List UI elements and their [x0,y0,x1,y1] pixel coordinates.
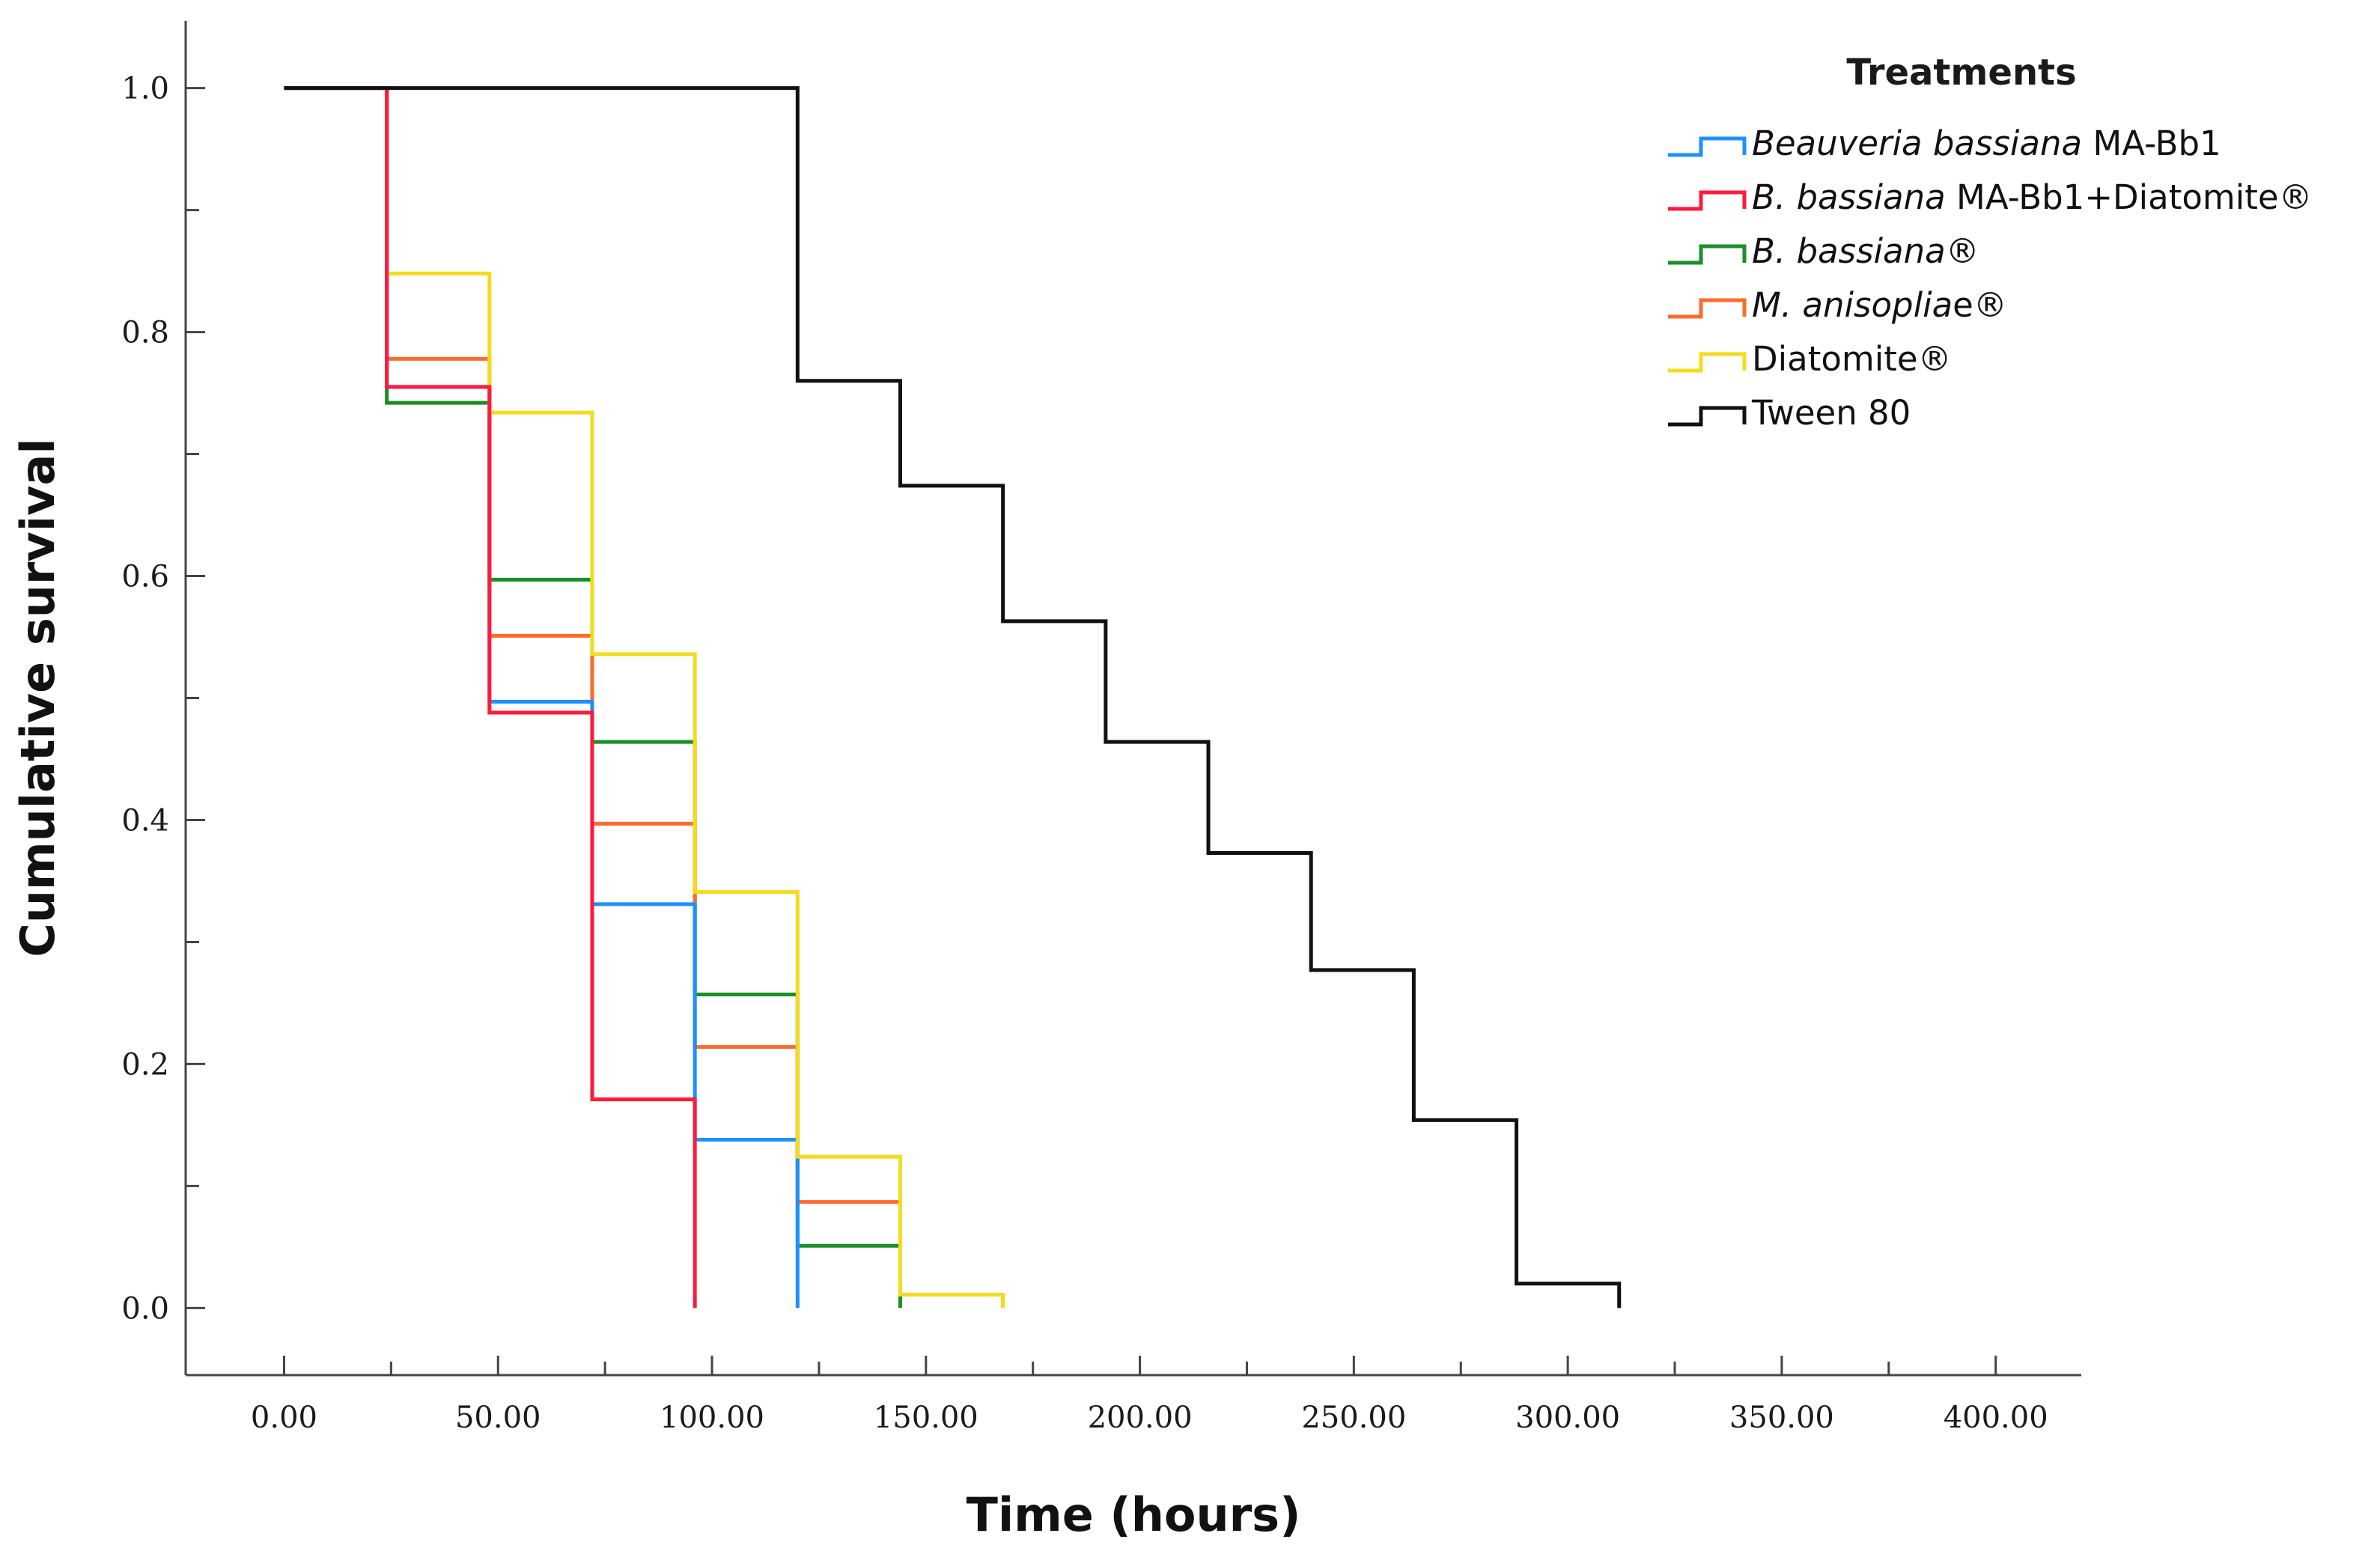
legend-swatch-diatomite [1668,352,1747,373]
y-tick-label: 0.6 [121,560,169,594]
x-tick-label: 250.00 [1301,1401,1406,1435]
legend-title: Treatments [1846,52,2076,94]
series-line-diatomite [284,86,1005,1308]
legend-label-tween-80: Tween 80 [1751,393,1911,433]
y-tick-label: 0.8 [121,316,169,350]
legend-entries: Beauveria bassiana MA-Bb1 B. bassiana MA-… [1668,124,2313,433]
x-tick-label: 0.00 [251,1401,317,1435]
legend-label-b-bassiana-ma-bb1-diatomite: B. bassiana MA-Bb1+Diatomite® [1752,177,2313,217]
legend-swatch-b-bassiana-ma-bb1-diatomite [1668,190,1747,211]
y-tick-label: 0.2 [121,1047,169,1082]
series-line-beauveria-bassiana-ma-bb1 [284,86,800,1308]
y-tick-label: 1.0 [121,72,169,106]
x-axis-title: Time (hours) [967,1487,1301,1542]
x-ticks [282,1356,1997,1375]
y-axis: 0.0 0.2 0.4 0.6 0.8 1.0 Cumulative survival [10,21,205,1375]
y-axis-title: Cumulative survival [10,438,65,957]
x-tick-label: 50.00 [455,1401,541,1435]
x-tick-label: 300.00 [1515,1401,1620,1435]
legend-label-beauveria-bassiana-ma-bb1: Beauveria bassiana MA-Bb1 [1752,124,2221,163]
series-line-m-anisopliae [284,86,1005,1308]
x-tick-label: 150.00 [874,1401,979,1435]
plot-series [284,86,1622,1308]
x-tick-label: 100.00 [660,1401,764,1435]
y-tick-label: 0.0 [121,1291,169,1326]
x-tick-label: 400.00 [1944,1401,2048,1435]
x-tick-label: 200.00 [1088,1401,1193,1435]
series-line-b-bassiana-ma-bb1-diatomite [284,86,697,1308]
legend-swatch-m-anisopliae [1668,298,1747,319]
series-line-tween-80 [284,86,1622,1308]
y-tick-label: 0.4 [121,803,169,838]
legend-label-diatomite: Diatomite® [1752,339,1952,379]
legend-swatch-beauveria-bassiana-ma-bb1 [1668,136,1747,157]
legend-swatch-tween-80 [1668,406,1747,427]
y-ticks [186,87,205,1309]
legend-swatch-b-bassiana [1668,244,1747,265]
x-tick-labels: 0.00 50.00 100.00 150.00 200.00 250.00 300.00 3… [251,1401,2048,1435]
legend: Treatments Beauveria bassiana MA-Bb1 B. b… [1668,52,2313,433]
y-tick-labels: 0.0 0.2 0.4 0.6 0.8 1.0 [121,72,169,1326]
legend-label-b-bassiana: B. bassiana® [1752,231,1979,271]
x-tick-label: 350.00 [1729,1401,1834,1435]
legend-label-m-anisopliae: M. anisopliae® [1752,285,2007,325]
x-axis: 0.00 50.00 100.00 150.00 200.00 250.00 300.00 3… [186,1356,2081,1542]
